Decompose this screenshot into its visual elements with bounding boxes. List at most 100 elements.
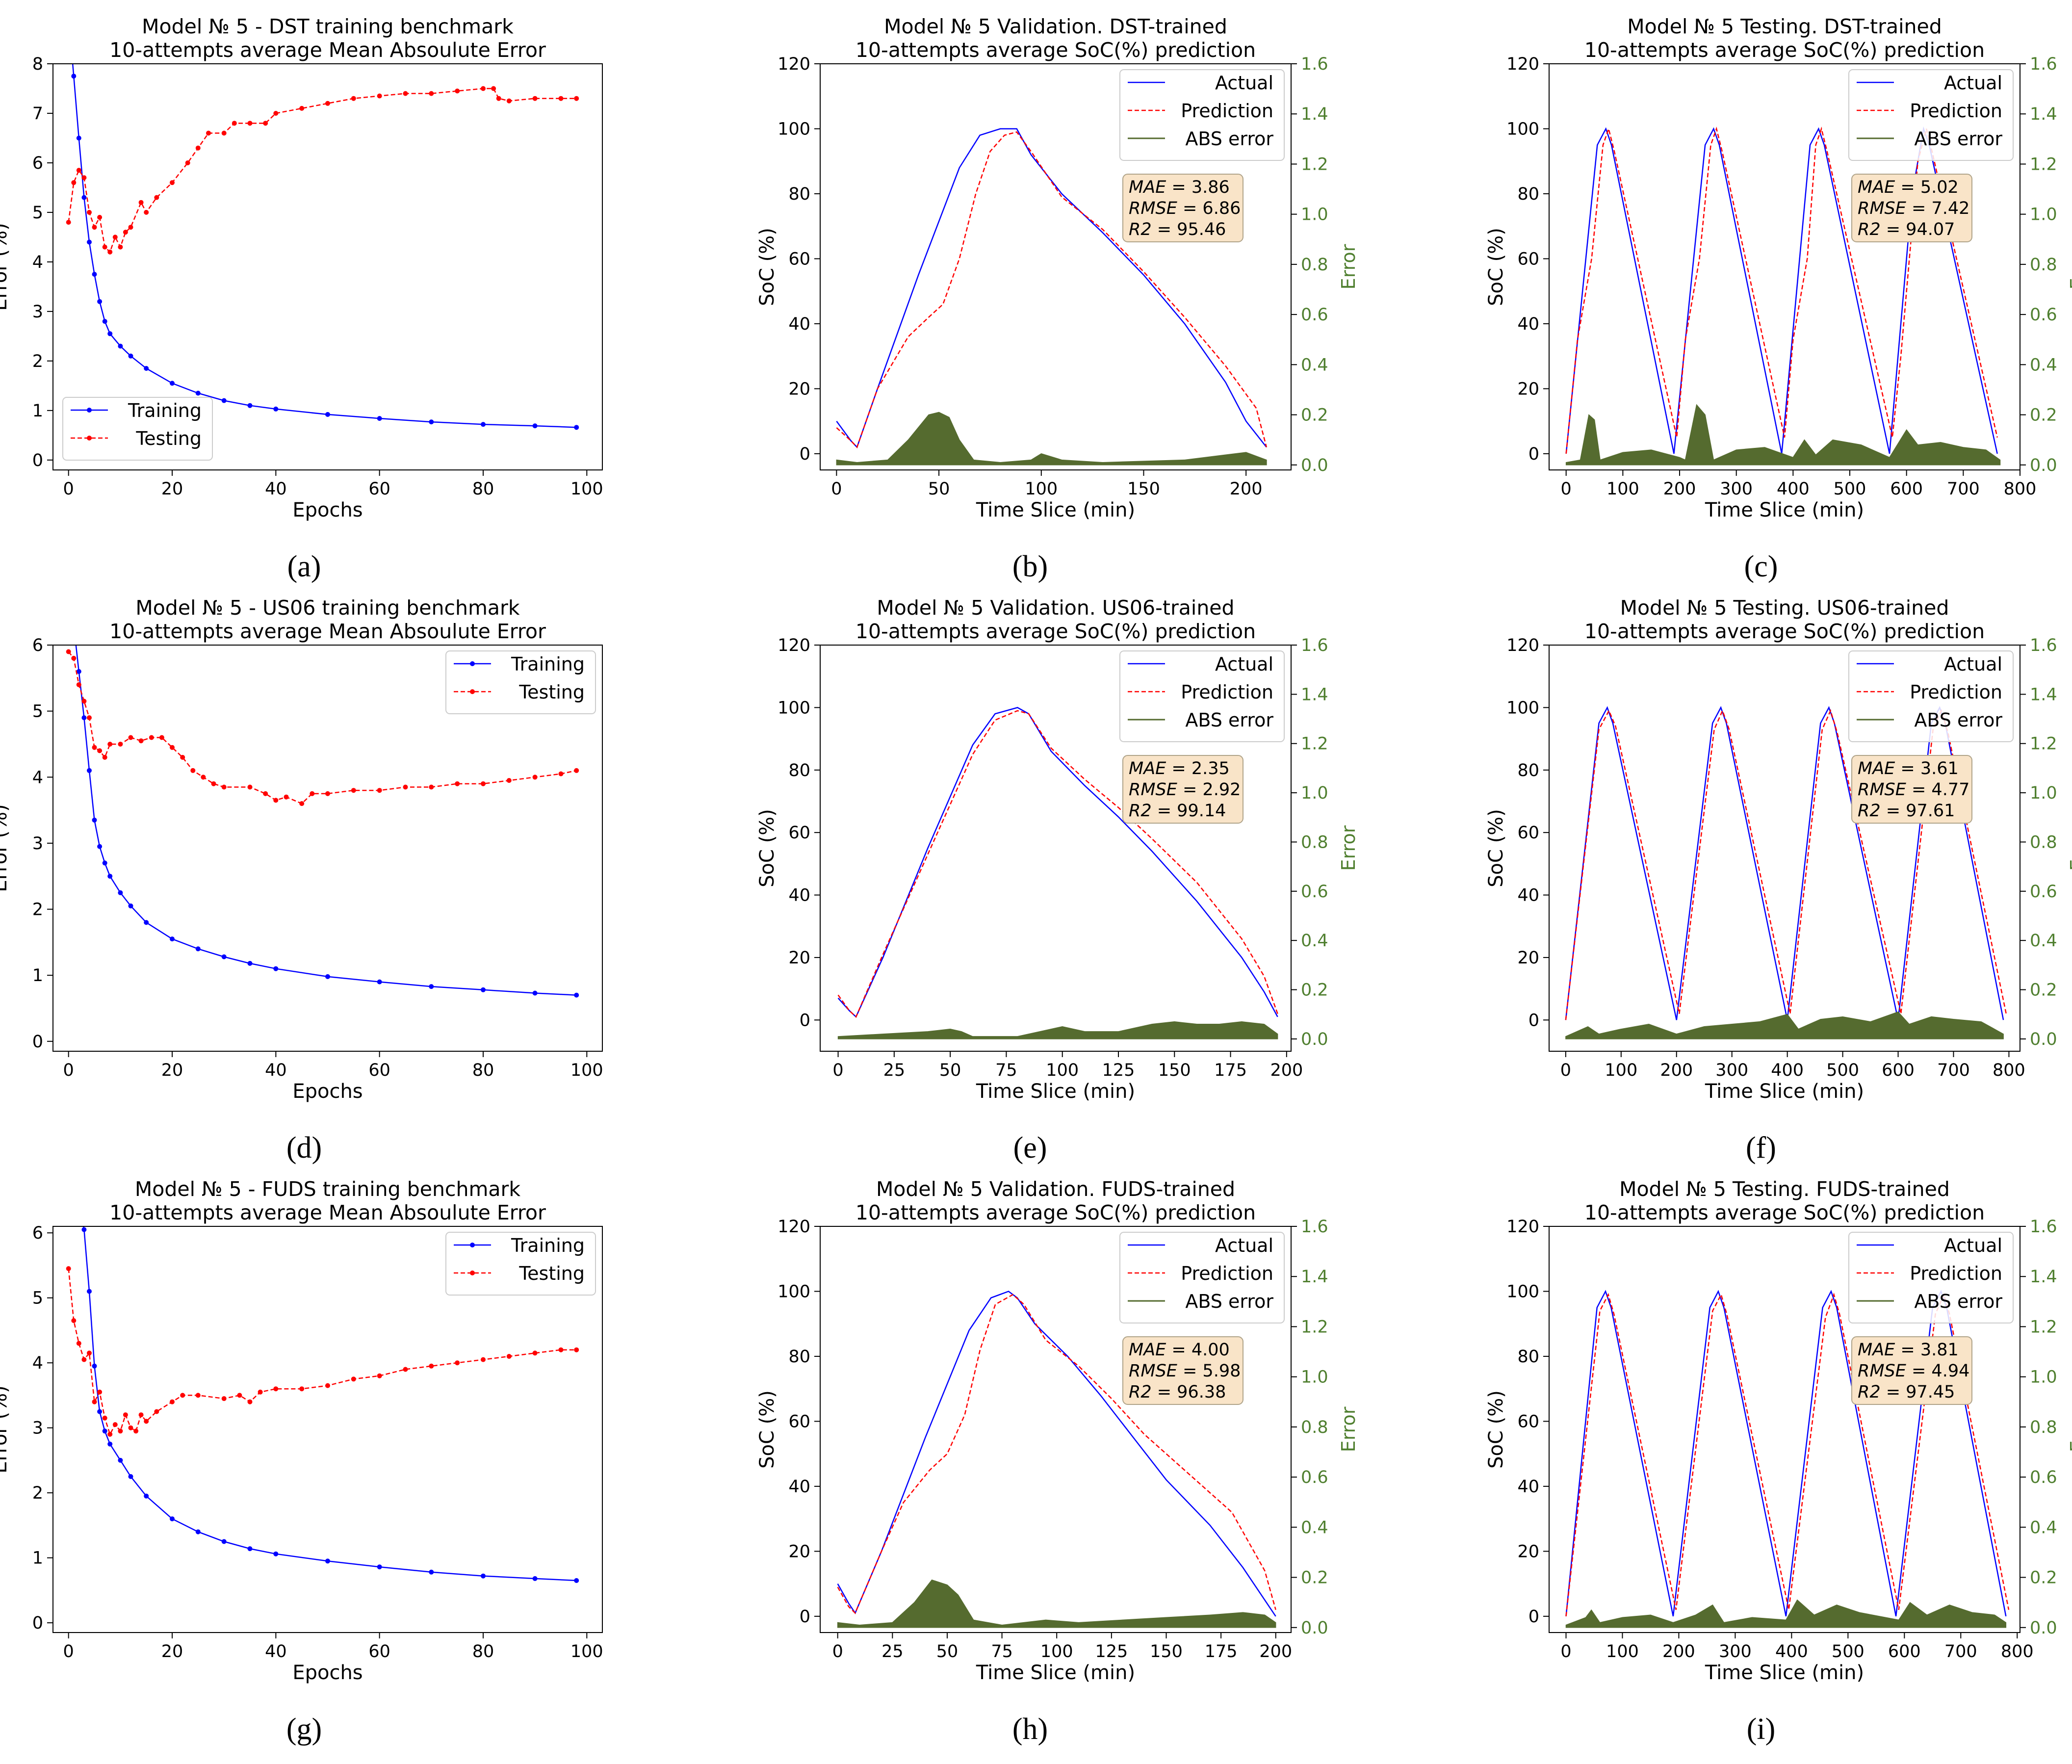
y-tick-label: 20	[788, 379, 810, 399]
legend-label-actual: Actual	[1215, 1235, 1273, 1256]
y-tick-label: 40	[1517, 886, 1539, 906]
legend-label-testing: Testing	[518, 681, 585, 703]
series-testing-point	[558, 771, 564, 777]
chart-i-title-line: Model № 5 Testing. FUDS-trained	[1619, 1177, 1950, 1201]
legend-label-actual: Actual	[1944, 653, 2002, 675]
series-testing-point	[133, 1428, 139, 1434]
metric-rmse: RMSE = 2.92	[1129, 780, 1241, 800]
y-tick-label: 80	[1517, 184, 1539, 204]
y2-tick-label: 0.2	[2030, 981, 2057, 1000]
series-training-point	[107, 1441, 113, 1447]
metric-r2: R2 = 97.61	[1858, 801, 1955, 821]
x-tick-label: 300	[1720, 479, 1753, 499]
chart-f: Model № 5 Testing. US06-trained10-attemp…	[1485, 596, 2072, 1103]
series-training-point	[77, 1198, 81, 1203]
chart-a-title-line: Model № 5 - DST training benchmark	[142, 15, 514, 38]
y2-tick-label: 0.6	[1301, 1468, 1328, 1487]
y-tick-label: 3	[32, 1419, 43, 1438]
series-training-point	[481, 1573, 486, 1579]
series-training-point	[97, 299, 103, 304]
series-testing-point	[118, 1428, 123, 1434]
y-tick-label: 120	[1506, 54, 1539, 74]
y2-tick-label: 0.2	[2030, 406, 2057, 425]
x-tick-label: 125	[1095, 1642, 1128, 1661]
series-training-point	[76, 669, 81, 674]
series-testing-point	[81, 1357, 87, 1362]
legend-label-testing: Testing	[518, 1263, 585, 1284]
chart-h-x-label: Time Slice (min)	[976, 1661, 1135, 1684]
series-testing-point	[284, 794, 289, 800]
x-tick-label: 40	[265, 1642, 287, 1661]
y-tick-label: 80	[788, 1347, 810, 1367]
x-tick-label: 150	[1127, 479, 1160, 499]
y-tick-label: 2	[32, 900, 43, 920]
y2-tick-label: 1.2	[1301, 1317, 1328, 1337]
legend-label-testing: Testing	[135, 428, 202, 449]
series-training-point	[118, 1457, 123, 1463]
series-testing-point	[481, 1357, 486, 1362]
series-training-point	[195, 390, 201, 396]
series-training-point	[87, 768, 92, 773]
series-testing-point	[325, 791, 330, 796]
y-tick-label: 100	[777, 1282, 810, 1301]
y-tick-label: 3	[32, 302, 43, 322]
y2-tick-label: 0.6	[2030, 882, 2057, 902]
series-testing-point	[154, 195, 159, 200]
y2-tick-label: 1.2	[2030, 1317, 2057, 1337]
series-testing-point	[154, 1409, 159, 1414]
y2-tick-label: 1.4	[1301, 1267, 1328, 1287]
x-tick-label: 400	[1775, 1642, 1808, 1661]
chart-f-x-label: Time Slice (min)	[1705, 1080, 1864, 1103]
x-tick-label: 400	[1771, 1061, 1804, 1080]
y2-tick-label: 0.0	[2030, 1618, 2057, 1638]
y2-tick-label: 1.4	[2030, 104, 2057, 124]
series-testing-point	[138, 738, 144, 744]
x-tick-label: 0	[1561, 479, 1572, 499]
x-tick-label: 60	[368, 479, 390, 499]
series-training-point	[66, 12, 71, 17]
x-tick-label: 75	[991, 1642, 1013, 1661]
x-tick-label: 600	[1882, 1061, 1915, 1080]
y-tick-label: 20	[1517, 1542, 1539, 1561]
series-training-point	[429, 419, 434, 425]
chart-g-legend: Training Testing	[445, 1232, 596, 1296]
series-testing-point	[310, 791, 315, 796]
y-tick-label: 40	[788, 886, 810, 906]
chart-f-frame	[1549, 645, 2020, 1052]
series-testing-point	[195, 1393, 201, 1398]
chart-d-frame	[52, 645, 603, 1052]
chart-e-legend: Actual Prediction ABS error	[1119, 650, 1285, 742]
chart-g-title-line: Model № 5 - FUDS training benchmark	[135, 1177, 521, 1201]
series-testing-point	[76, 168, 81, 173]
series-training-point	[92, 1363, 97, 1369]
y-tick-label: 7	[32, 104, 43, 124]
y-tick-label: 1	[32, 401, 43, 421]
x-tick-label: 100	[1606, 479, 1639, 499]
legend-label-abs-error: ABS error	[1185, 1291, 1273, 1312]
x-tick-label: 700	[1937, 1061, 1970, 1080]
series-testing-point	[128, 225, 133, 230]
chart-b-y2-label: Error	[1338, 244, 1359, 289]
series-testing-point	[506, 778, 512, 783]
metric-mae: MAE = 4.00	[1129, 1340, 1230, 1360]
legend-label-abs-error: ABS error	[1185, 128, 1273, 150]
series-actual-line	[837, 1291, 1276, 1617]
x-tick-label: 100	[1605, 1061, 1637, 1080]
y-tick-label: 20	[1517, 948, 1539, 968]
series-testing-point	[532, 96, 538, 101]
series-testing-point	[102, 244, 107, 250]
series-training-point	[76, 135, 81, 141]
series-testing-point	[87, 209, 92, 215]
y2-tick-label: 1.4	[1301, 104, 1328, 124]
y2-tick-label: 1.2	[2030, 734, 2057, 754]
series-testing-point	[107, 1431, 113, 1437]
metric-rmse: RMSE = 4.77	[1858, 780, 1969, 800]
series-testing-point	[185, 160, 190, 165]
series-testing-point	[170, 745, 175, 750]
series-training-point	[144, 366, 149, 371]
series-testing-point	[92, 225, 97, 230]
y2-tick-label: 1.6	[1301, 1217, 1328, 1237]
chart-b: Model № 5 Validation. DST-trained10-atte…	[756, 15, 1359, 521]
y2-tick-label: 0.0	[2030, 1030, 2057, 1049]
